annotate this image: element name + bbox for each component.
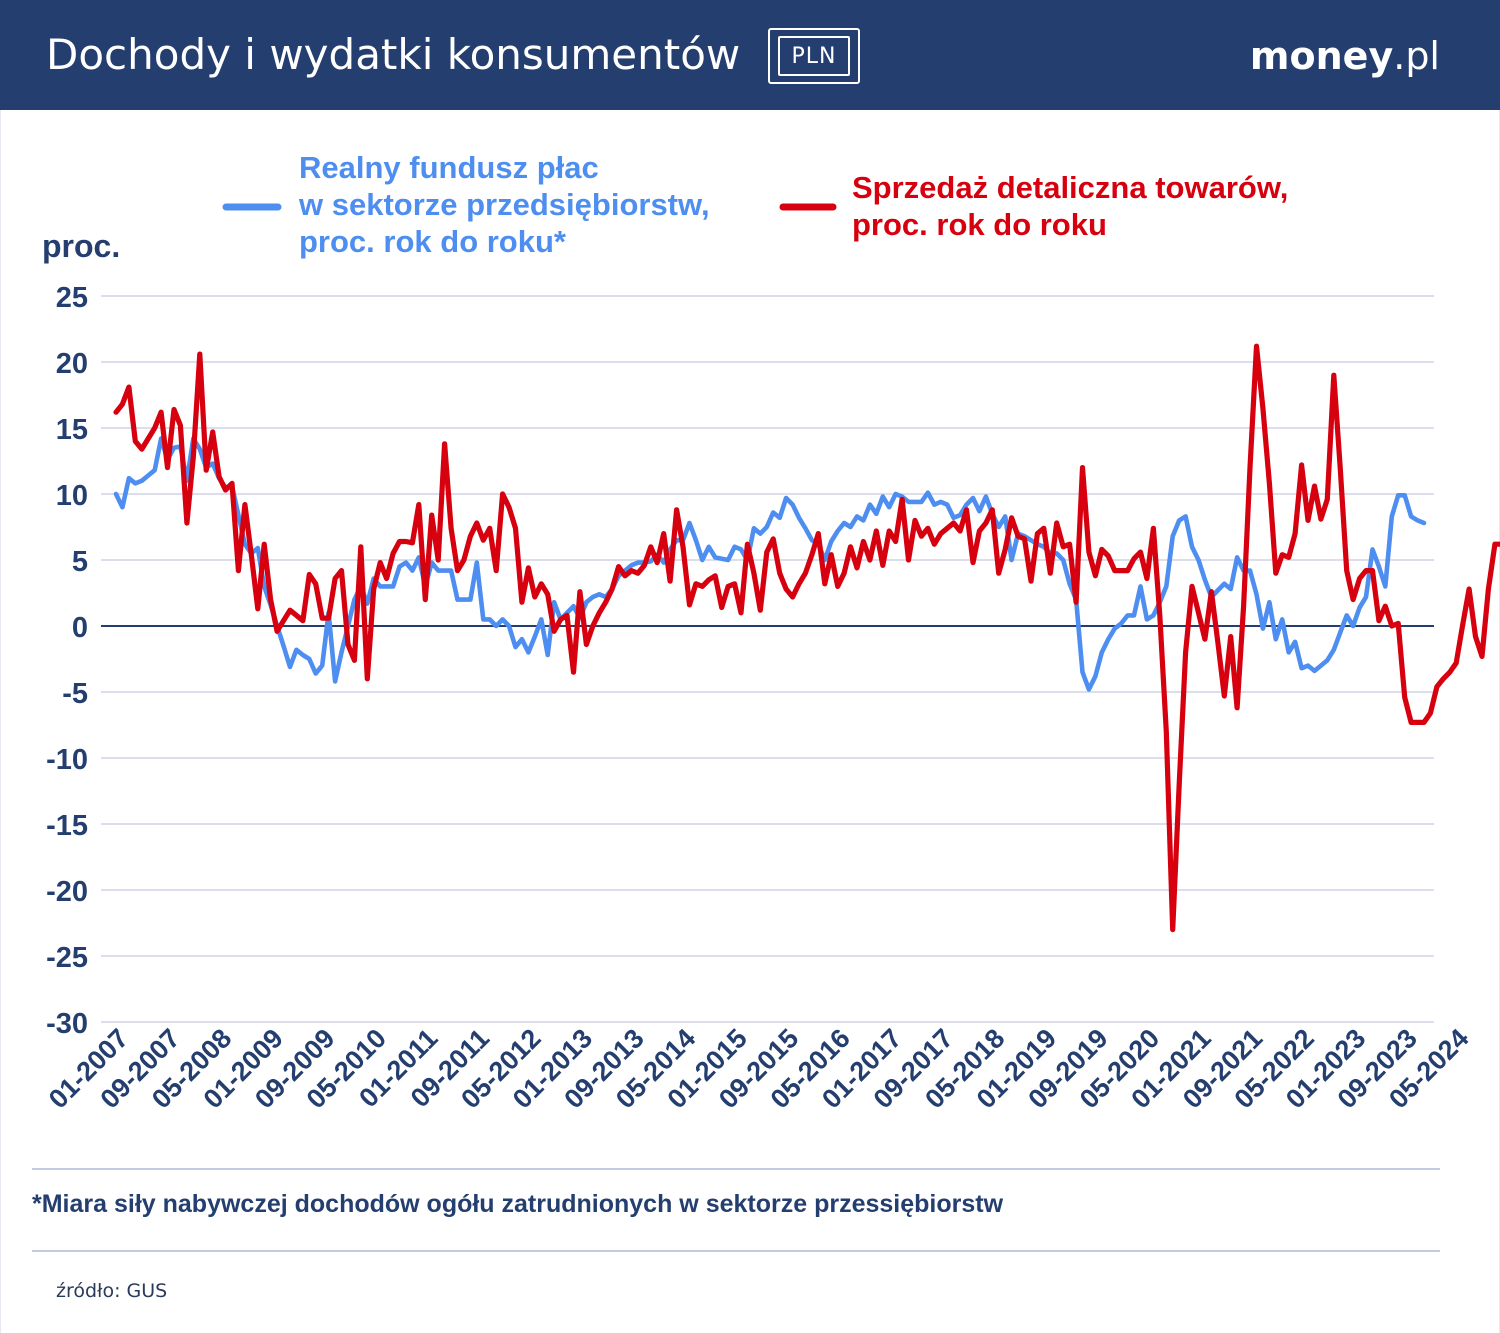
legend-red-line-1: Sprzedaż detaliczna towarów, [852, 170, 1288, 205]
pln-badge-icon: PLN [768, 28, 860, 84]
legend-blue-line-1: Realny fundusz płac [299, 150, 599, 185]
legend-blue-line-2: w sektorze przedsiębiorstw, [298, 187, 710, 222]
brand-logo-suffix: .pl [1393, 34, 1440, 78]
brand-logo: money.pl [1250, 34, 1440, 78]
y-tick-label: -10 [46, 744, 88, 776]
y-tick-label: -30 [46, 1008, 88, 1040]
y-tick-labels: 25 20 15 10 5 0 -5 -10 -15 -20 -25 -30 [46, 282, 88, 1040]
y-tick-label: 20 [56, 348, 88, 380]
y-tick-label: 5 [72, 546, 88, 578]
separator-top [32, 1168, 1440, 1170]
brand-logo-bold: money [1249, 34, 1394, 78]
x-tick-labels: 01-200709-200705-200801-200909-200905-20… [43, 1023, 1474, 1114]
legend: Realny fundusz płac w sektorze przedsięb… [222, 150, 1288, 259]
source-note: źródło: GUS [56, 1280, 168, 1302]
y-tick-label: -15 [46, 810, 88, 842]
header-bar: Dochody i wydatki konsumentów PLN money.… [0, 0, 1500, 110]
y-tick-label: -20 [46, 876, 88, 908]
y-tick-label: 25 [56, 282, 88, 314]
series-line-wage-fund [113, 436, 1427, 692]
footnote: *Miara siły nabywczej dochodów ogółu zat… [32, 1190, 1004, 1218]
y-tick-label: 15 [56, 414, 88, 446]
series-line-retail-sales [113, 343, 1500, 933]
page-title: Dochody i wydatki konsumentów [46, 30, 741, 79]
y-tick-label: -25 [46, 942, 88, 974]
series-layer [113, 343, 1500, 933]
legend-blue-line-3: proc. rok do roku* [299, 224, 567, 259]
y-tick-label: 0 [72, 612, 88, 644]
y-tick-label: 10 [56, 480, 88, 512]
legend-red-line-2: proc. rok do roku [852, 207, 1107, 242]
pln-badge-label: PLN [778, 36, 850, 76]
y-axis-label: proc. [42, 228, 120, 264]
y-tick-label: -5 [62, 678, 88, 710]
separator-bottom [32, 1250, 1440, 1252]
